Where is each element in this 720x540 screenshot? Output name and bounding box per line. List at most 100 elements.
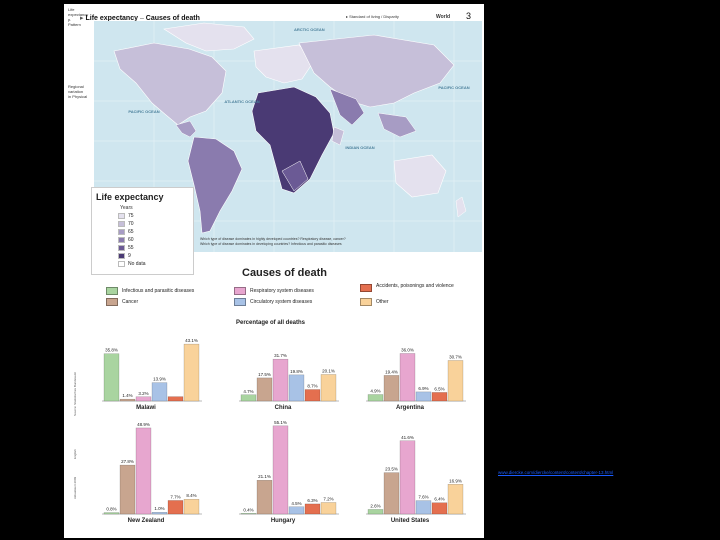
- bar-china-5: [320, 374, 337, 402]
- bar-united-states-4: [431, 502, 448, 515]
- asia-shape: [298, 34, 455, 108]
- australia-shape: [393, 154, 447, 198]
- bar-label: 4.9%: [370, 389, 380, 394]
- legend-row: 70: [118, 221, 188, 227]
- bar-hungary-0: [240, 513, 257, 515]
- bar-label: 20.1%: [322, 368, 335, 373]
- legend-label: No data: [128, 261, 146, 267]
- legend-label: 60: [128, 237, 134, 243]
- margin-note-mid: Regional variation in Physical: [68, 84, 87, 99]
- bar-label: 48.9%: [137, 422, 150, 427]
- bar-malawi-1: [119, 398, 136, 402]
- header-note-text: Standard of living / Disparity: [349, 14, 399, 19]
- bar-label: 7.6%: [418, 495, 428, 500]
- legend-label: 9: [128, 253, 131, 259]
- bar-label: 8.4%: [186, 493, 196, 498]
- bar-argentina-3: [415, 391, 432, 402]
- ocean-label: PACIFIC OCEAN: [438, 85, 470, 90]
- bar-label: 6.3%: [307, 498, 317, 503]
- legend-label: 70: [128, 221, 134, 227]
- bar-argentina-2: [399, 353, 416, 402]
- bar-label: 0.8%: [106, 507, 116, 512]
- bar-label: 19.8%: [290, 369, 303, 374]
- bar-hungary-5: [320, 502, 337, 515]
- bar-new-zealand-2: [135, 427, 152, 515]
- life-expectancy-legend: Life expectancy Years 75 70 65 60 55 9 N…: [91, 187, 194, 275]
- bar-hungary-4: [304, 503, 321, 515]
- map-note: Which type of disease dominates in devel…: [200, 242, 342, 246]
- chart-title-china: China: [274, 405, 292, 411]
- bar-new-zealand-1: [119, 464, 136, 515]
- margin-note-line: Pattern: [68, 22, 81, 27]
- world-map: ARCTIC OCEAN ATLANTIC OCEAN PACIFIC OCEA…: [94, 21, 482, 252]
- southern-africa-shape: [281, 160, 309, 192]
- bar-malawi-5: [183, 343, 200, 402]
- bar-label: 35.8%: [105, 348, 118, 353]
- legend-swatch: [118, 221, 125, 227]
- page-number: 3: [466, 11, 472, 21]
- key-accidents: Accidents, poisonings and violence: [360, 284, 470, 293]
- bar-label: 0.4%: [243, 507, 253, 512]
- bar-label: 4.5%: [291, 501, 301, 506]
- bar-malawi-2: [135, 396, 152, 402]
- bar-label: 27.8%: [121, 459, 134, 464]
- legend-swatch: [118, 261, 125, 267]
- legend-row: 60: [118, 237, 188, 243]
- bar-new-zealand-4: [167, 500, 184, 515]
- side-source-text: Source: Statistisches Bundesamt: [73, 371, 77, 416]
- bar-label: 2.6%: [370, 503, 380, 508]
- ocean-label: PACIFIC OCEAN: [128, 109, 160, 114]
- legend-label: 65: [128, 229, 134, 235]
- map-note: Which type of disease dominates in highl…: [200, 237, 346, 241]
- legend-swatch: [118, 245, 125, 251]
- key-swatch: [360, 284, 372, 292]
- bar-united-states-5: [447, 484, 464, 515]
- bar-label: 7.7%: [170, 494, 180, 499]
- bar-china-0: [240, 394, 257, 402]
- key-label: Infectious and parasitic diseases: [122, 288, 195, 294]
- margin-note-line: Regional: [68, 84, 84, 89]
- bar-hungary-1: [256, 480, 273, 515]
- atlas-page: Life expectancy p. Pattern Regional vari…: [64, 4, 484, 538]
- bar-malawi-4: [167, 396, 184, 402]
- north-america-shape: [113, 42, 227, 126]
- bar-label: 41.6%: [401, 435, 414, 440]
- bar-label: 1.4%: [122, 393, 132, 398]
- key-swatch: [234, 287, 246, 295]
- chart-title-hungary: Hungary: [270, 518, 296, 524]
- key-label: Respiratory system diseases: [250, 288, 314, 294]
- margin-note-line: p.: [68, 17, 72, 22]
- percentage-subtitle: Percentage of all deaths: [236, 320, 306, 326]
- greenland-shape: [163, 22, 255, 52]
- southeast-asia-shape: [377, 112, 417, 138]
- legend-unit: Years: [120, 205, 133, 211]
- margin-note-line: variation: [68, 89, 84, 94]
- bar-label: 3.2%: [138, 391, 148, 396]
- bar-label: 13.9%: [153, 377, 166, 382]
- bar-label: 16.9%: [449, 478, 462, 483]
- title-life-expectancy: Life expectancy: [85, 15, 138, 22]
- bar-label: 23.5%: [385, 467, 398, 472]
- ocean-label: ARCTIC OCEAN: [294, 27, 325, 32]
- new-zealand-shape: [455, 196, 467, 218]
- bar-argentina-5: [447, 360, 464, 402]
- key-label: Other: [376, 299, 389, 305]
- bar-malawi-3: [151, 382, 168, 402]
- legend-swatch: [118, 213, 125, 219]
- legend-row: 9: [118, 253, 188, 259]
- legend-swatch: [118, 253, 125, 259]
- legend-row: 75: [118, 213, 188, 219]
- margin-note-line: expectancy: [68, 12, 89, 17]
- bar-new-zealand-3: [151, 512, 168, 515]
- key-label: Accidents, poisonings and violence: [376, 283, 454, 289]
- legend-row: 55: [118, 245, 188, 251]
- south-america-shape: [187, 136, 243, 234]
- margin-note-line: Life: [68, 7, 75, 12]
- bar-united-states-2: [399, 440, 416, 515]
- key-label: Circulatory system diseases: [250, 299, 313, 305]
- bar-label: 21.1%: [258, 474, 271, 479]
- world-map-svg: [94, 21, 482, 252]
- source-url-link[interactable]: www.diercke.com/diercke/content/content/…: [498, 470, 614, 475]
- bar-label: 31.7%: [274, 353, 287, 358]
- side-language-text: English: [73, 449, 77, 459]
